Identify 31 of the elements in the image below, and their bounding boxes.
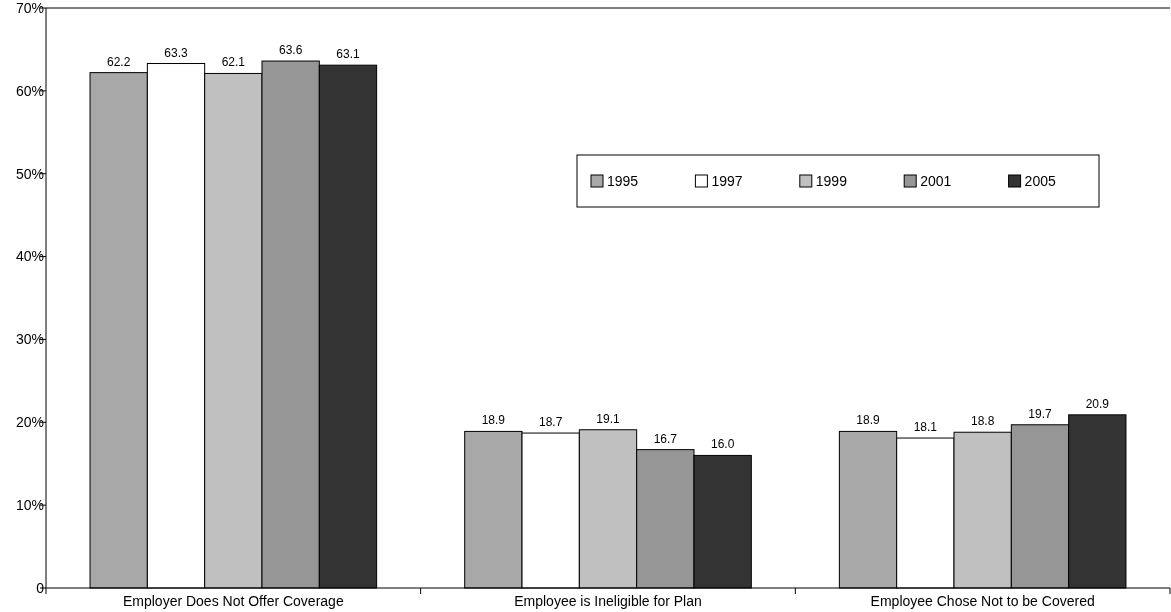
data-label: 63.3 (164, 45, 189, 60)
x-tick-label: Employee Chose Not to be Covered (870, 593, 1095, 609)
x-tick-label: Employee is Ineligible for Plan (514, 593, 702, 609)
y-tick-label: 50% (15, 165, 44, 182)
data-label: 19.1 (596, 411, 620, 426)
data-label: 16.7 (653, 431, 678, 446)
y-tick-label: 20% (15, 414, 44, 431)
legend-label: 1995 (607, 172, 639, 189)
y-tick-label: 70% (15, 0, 44, 16)
y-tick-label: 30% (15, 331, 44, 348)
legend-label: 1999 (815, 172, 848, 189)
x-tick-label: Employer Does Not Offer Coverage (122, 593, 344, 609)
y-tick-label: 10% (15, 497, 44, 514)
legend-label: 2005 (1024, 172, 1056, 189)
legend-label: 1997 (711, 172, 743, 189)
data-label: 63.1 (336, 47, 360, 62)
data-label: 18.1 (913, 420, 938, 435)
legend-label: 2001 (920, 172, 952, 189)
data-label: 63.6 (278, 43, 303, 58)
data-label: 19.7 (1028, 406, 1052, 421)
y-tick-label: 0 (36, 579, 45, 596)
data-label: 18.9 (856, 413, 881, 428)
y-tick-label: 60% (15, 82, 44, 99)
data-label: 62.2 (107, 54, 131, 69)
data-label: 62.1 (221, 55, 246, 70)
y-tick-label: 40% (15, 248, 44, 265)
data-label: 18.9 (481, 413, 506, 428)
data-label: 18.7 (539, 415, 563, 430)
data-label: 20.9 (1085, 396, 1110, 411)
data-label: 16.0 (710, 437, 735, 452)
data-label: 18.8 (970, 414, 995, 429)
